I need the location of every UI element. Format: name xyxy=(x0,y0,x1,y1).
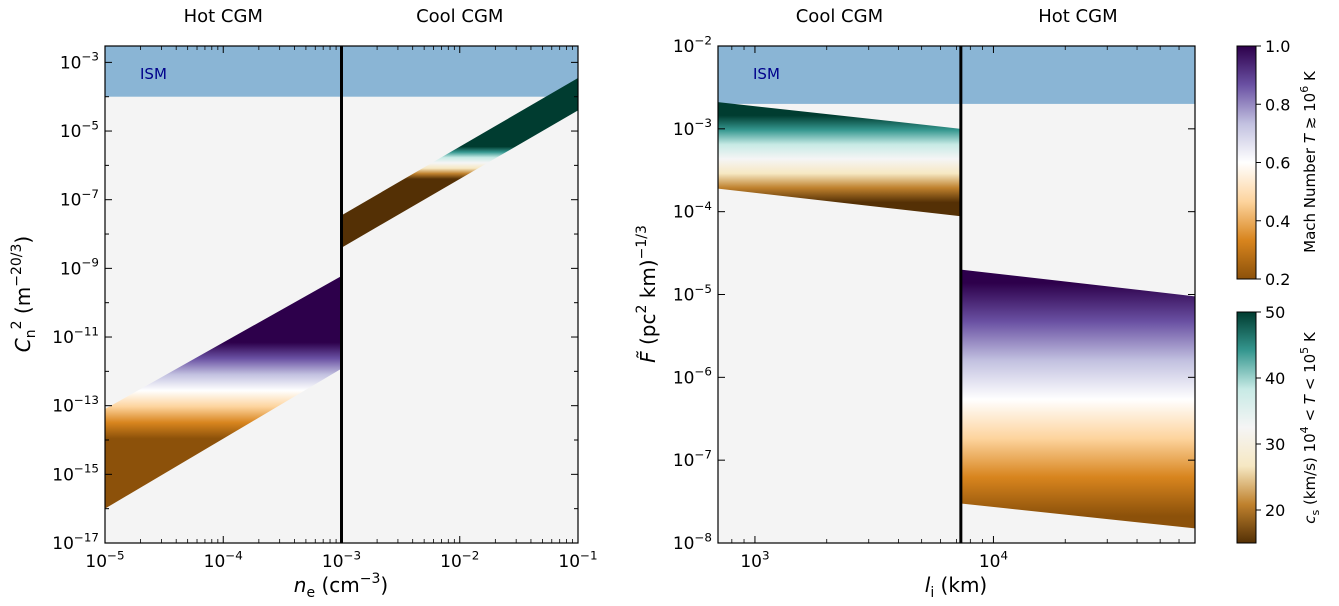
colorbar-cs: 20 30 40 50 xyxy=(1236,303,1285,544)
colorbar-mach: 0.2 0.4 0.6 0.8 1.0 xyxy=(1236,37,1290,289)
y-axis-label: Cn2 (m−20/3) xyxy=(9,236,39,352)
colorbar-tick-label: 1.0 xyxy=(1265,37,1290,56)
band-cool-cgm xyxy=(341,78,578,248)
region-label: Cool CGM xyxy=(796,6,883,27)
plot-area xyxy=(718,46,1195,543)
ytick-label: 10−5 xyxy=(60,118,99,142)
ism-label: ISM xyxy=(140,65,167,83)
ytick-label: 10−3 xyxy=(60,50,99,74)
ytick-label: 10−9 xyxy=(60,256,99,280)
region-label: Hot CGM xyxy=(1038,6,1117,27)
xtick-label: 10−2 xyxy=(440,548,479,572)
colorbar-tick-label: 30 xyxy=(1265,435,1285,454)
colorbar-label: Mach Number T ≳ 106 K xyxy=(1298,70,1319,253)
colorbar-label: cs (km/s) 104 < T < 105 K xyxy=(1298,331,1322,524)
colorbar-tick-label: 20 xyxy=(1265,501,1285,520)
colorbar-gradient xyxy=(1236,311,1257,544)
ytick-label: 10−7 xyxy=(673,448,712,472)
xtick-label: 103 xyxy=(740,548,769,572)
band-hot-cgm xyxy=(105,275,342,509)
colorbar-tick-label: 50 xyxy=(1265,303,1285,322)
colorbar-gradient xyxy=(1236,45,1257,280)
ytick-label: 10−8 xyxy=(673,530,712,554)
ytick-label: 10−13 xyxy=(52,393,99,417)
ism-band xyxy=(718,46,1195,104)
colorbar-tick-label: 0.2 xyxy=(1265,270,1290,289)
ytick-label: 10−17 xyxy=(52,530,99,554)
xtick-label: 10−3 xyxy=(322,548,361,572)
ism-label: ISM xyxy=(753,65,780,83)
ytick-label: 10−3 xyxy=(673,116,712,140)
xtick-label: 104 xyxy=(979,548,1008,572)
colorbar-tick-label: 0.4 xyxy=(1265,212,1290,231)
colorbar-tick-label: 0.6 xyxy=(1265,154,1290,173)
ytick-label: 10−2 xyxy=(673,33,712,57)
ytick-label: 10−5 xyxy=(673,282,712,306)
region-label: Hot CGM xyxy=(184,6,263,27)
band-cool-cgm xyxy=(718,102,961,217)
band-hot-cgm xyxy=(960,269,1195,529)
ytick-label: 10−7 xyxy=(60,187,99,211)
region-label: Cool CGM xyxy=(416,6,503,27)
xtick-label: 10−4 xyxy=(204,548,243,572)
x-axis-label: ne (cm−3) xyxy=(294,571,388,601)
colorbar-tick-label: 0.8 xyxy=(1265,95,1290,114)
x-axis-label: li (km) xyxy=(925,573,987,601)
xtick-label: 10−5 xyxy=(85,548,124,572)
panel-1: ISM Hot CGM Cool CGM 10−17 10−15 10−13 10−11 10… xyxy=(52,6,597,572)
ytick-label: 10−6 xyxy=(673,365,712,389)
panel-2: ISM Cool CGM Hot CGM 10−8 10−7 10−6 10−5 10−4 10… xyxy=(673,6,1196,572)
ytick-label: 10−15 xyxy=(52,462,99,486)
ytick-label: 10−11 xyxy=(52,324,99,348)
ytick-label: 10−4 xyxy=(673,199,712,223)
colorbar-tick-label: 40 xyxy=(1265,369,1285,388)
xtick-label: 10−1 xyxy=(558,548,597,572)
y-axis-label: F̃ (pc2 km)−1/3 xyxy=(634,225,660,363)
